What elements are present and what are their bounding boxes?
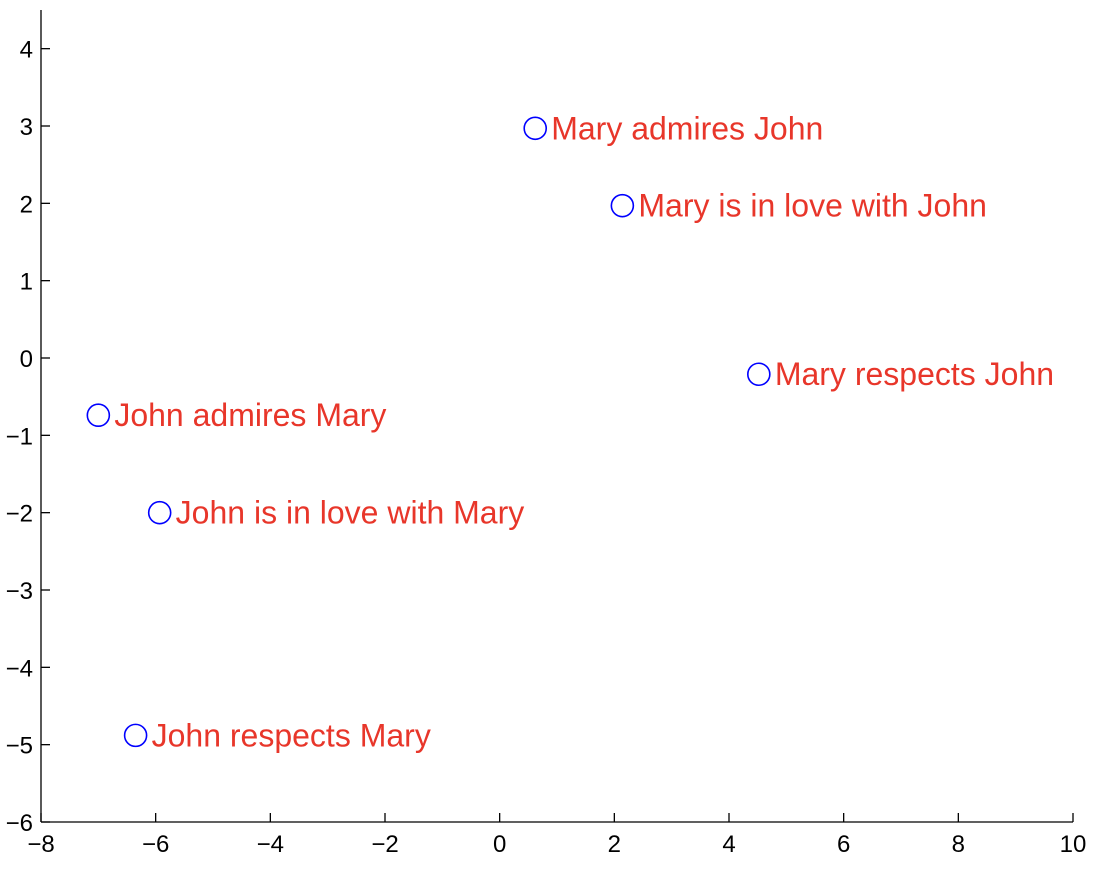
- axes: [40, 10, 1073, 823]
- data-point-marker: [123, 723, 148, 748]
- data-point-label: Mary admires John: [551, 110, 823, 146]
- data-point-label: Mary is in love with John: [638, 188, 987, 224]
- x-tick-label: 6: [837, 831, 850, 858]
- x-tick-label: 8: [952, 831, 965, 858]
- data-point-marker: [86, 403, 111, 428]
- data-point-label: John respects Mary: [152, 717, 431, 753]
- y-tick-label: 1: [20, 269, 33, 296]
- y-tick-label: −6: [6, 810, 33, 837]
- x-tick-label: −8: [27, 831, 54, 858]
- data-point-marker: [523, 116, 548, 141]
- data-point-marker: [747, 362, 771, 387]
- y-tick-label: −5: [6, 733, 33, 760]
- x-tick-label: 10: [1060, 831, 1087, 858]
- x-tick-label: −4: [257, 831, 284, 858]
- data-point-marker: [610, 193, 635, 218]
- y-tick-label: −2: [6, 501, 33, 528]
- y-tick-label: 4: [20, 37, 33, 64]
- y-tick-label: 2: [20, 191, 33, 218]
- x-tick-label: −2: [371, 831, 398, 858]
- data-point-label: Mary respects John: [775, 356, 1054, 392]
- x-tick-label: 2: [608, 831, 621, 858]
- x-tick-label: 0: [493, 831, 506, 858]
- x-tick-label: 4: [722, 831, 735, 858]
- x-tick-label: −6: [142, 831, 169, 858]
- data-points: Mary admires John Mary is in love with Jo…: [86, 110, 1054, 753]
- y-tick-label: 3: [20, 114, 33, 141]
- y-ticks: −6 −5 −4 −3 −2 −1 0 1 2 3 4: [6, 37, 50, 837]
- x-ticks: −8 −6 −4 −2 0 2 4 6 8 10: [27, 813, 1086, 858]
- y-tick-label: −4: [6, 655, 33, 682]
- y-tick-label: 0: [20, 346, 33, 373]
- data-point-label: John admires Mary: [114, 397, 386, 433]
- data-point-marker: [147, 500, 172, 525]
- y-tick-label: −1: [6, 423, 33, 450]
- y-tick-label: −3: [6, 578, 33, 605]
- data-point-label: John is in love with Mary: [176, 495, 525, 531]
